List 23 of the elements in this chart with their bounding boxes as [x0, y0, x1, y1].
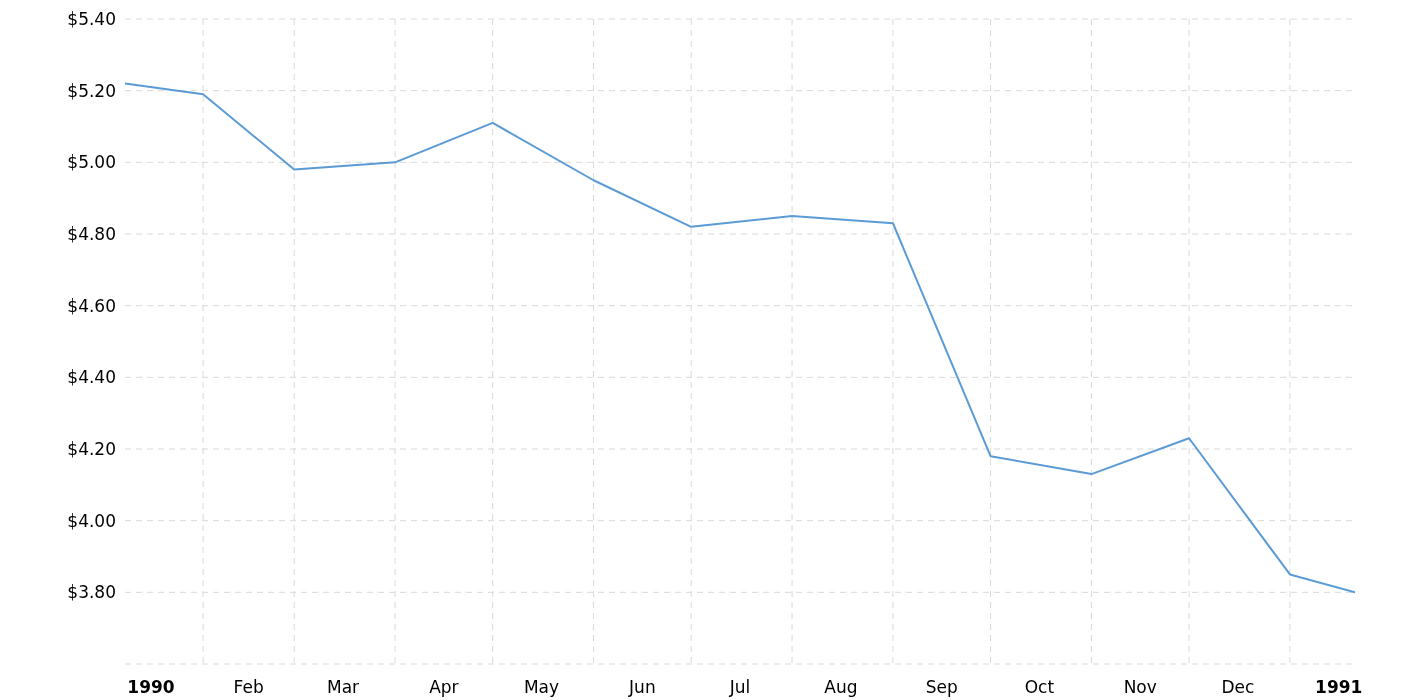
y-tick-label: $5.40 — [67, 9, 116, 30]
y-tick-label: $3.80 — [67, 582, 116, 603]
y-tick-label: $4.80 — [67, 224, 116, 245]
y-tick-label: $4.00 — [67, 510, 116, 531]
y-tick-label: $4.60 — [67, 295, 116, 316]
x-tick-label: 1990 — [127, 677, 175, 697]
y-tick-label: $5.00 — [67, 152, 116, 173]
x-tick-label: Jun — [628, 677, 656, 697]
x-tick-label: Mar — [326, 677, 360, 697]
y-tick-label: $4.20 — [67, 439, 116, 460]
x-tick-label: Sep — [925, 677, 958, 697]
line-series — [125, 82, 1355, 594]
x-tick-label: Nov — [1123, 677, 1157, 697]
x-tick-label: Oct — [1024, 677, 1055, 697]
x-tick-label: Feb — [233, 677, 264, 697]
x-tick-label: 1991 — [1315, 677, 1363, 697]
y-tick-label: $4.40 — [67, 367, 116, 388]
x-tick-label: Jul — [728, 677, 751, 697]
x-tick-label: Aug — [824, 677, 858, 697]
x-tick-label: May — [523, 677, 560, 697]
y-tick-label: $5.20 — [67, 80, 116, 101]
x-tick-label: Apr — [429, 677, 459, 697]
x-tick-label: Dec — [1221, 677, 1255, 697]
